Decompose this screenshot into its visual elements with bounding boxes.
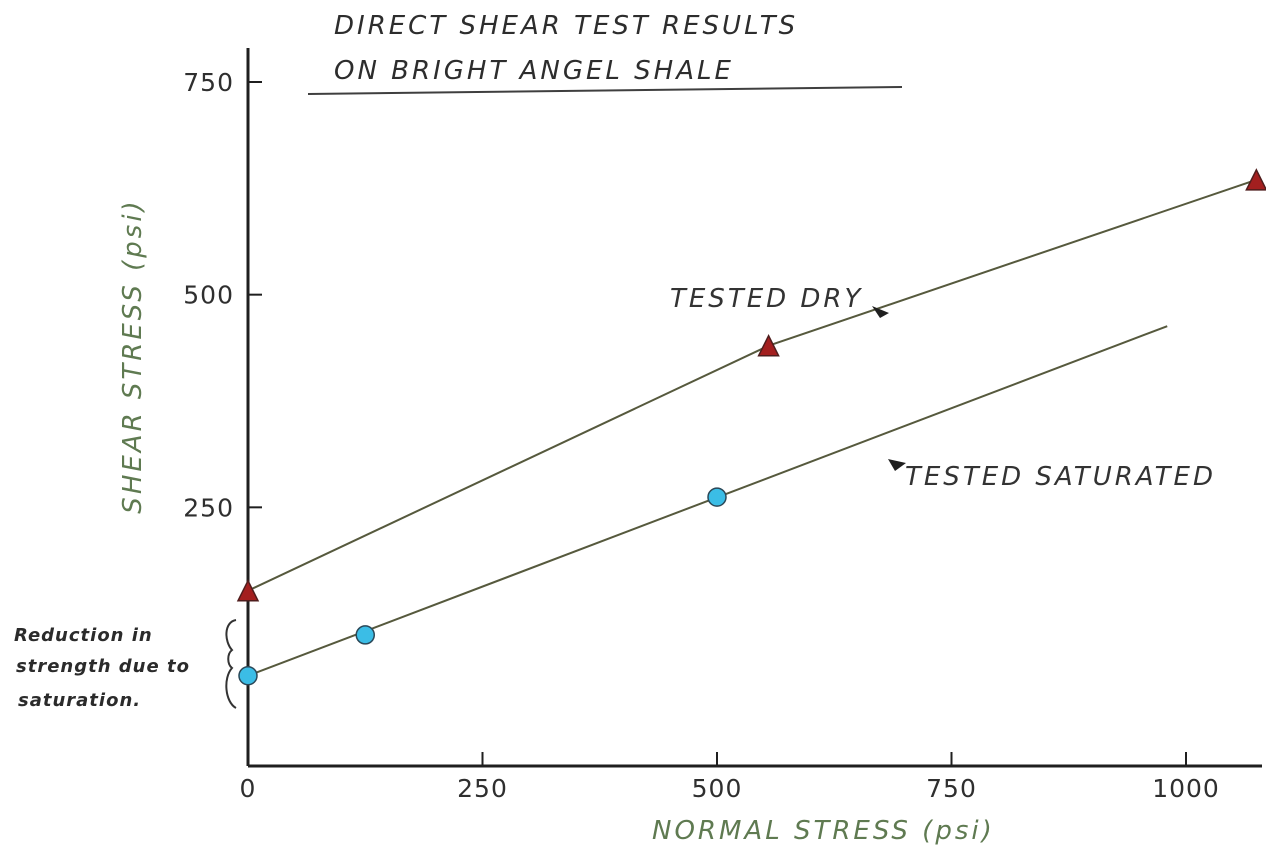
y-tick-label: 750 <box>183 68 234 97</box>
dry-series-line <box>247 178 1257 592</box>
series-label-saturated-group: TESTED SATURATED <box>888 459 1216 492</box>
reduction-annotation-line-2: strength due to <box>16 656 190 677</box>
reduction-annotation: Reduction in strength due to saturation. <box>14 619 237 711</box>
series-lines <box>247 178 1257 677</box>
saturated-series-line <box>247 325 1168 677</box>
dry-point-marker <box>236 579 260 602</box>
saturated-point-marker <box>707 487 727 507</box>
x-tick-label: 750 <box>926 774 977 803</box>
x-tick-label: 1000 <box>1152 774 1220 803</box>
series-markers <box>236 168 1266 686</box>
series-label-dry-group: TESTED DRY <box>670 284 889 318</box>
axes-layer <box>246 48 1262 768</box>
tick-layer: 0 250 500 750 1000 250 500 750 <box>183 68 1220 803</box>
y-axis-label: SHEAR STRESS (psi) <box>118 198 148 513</box>
x-tick-label: 0 <box>240 774 257 803</box>
title-underline <box>307 86 903 95</box>
reduction-annotation-line-1: Reduction in <box>14 625 153 646</box>
chart-title-line-2: ON BRIGHT ANGEL SHALE <box>334 56 734 86</box>
series-label-dry: TESTED DRY <box>670 284 863 314</box>
reduction-brace-icon <box>225 619 237 709</box>
y-tick-label: 500 <box>183 281 234 310</box>
dry-label-arrow-icon <box>872 306 889 318</box>
saturated-label-arrow-icon <box>888 459 906 471</box>
chart-title-line-1: DIRECT SHEAR TEST RESULTS <box>334 11 798 41</box>
dry-point-marker <box>757 334 780 357</box>
saturated-point-marker <box>355 625 375 645</box>
reduction-annotation-line-3: saturation. <box>18 690 141 711</box>
x-tick-label: 250 <box>457 774 508 803</box>
chart-title: DIRECT SHEAR TEST RESULTS ON BRIGHT ANGE… <box>307 11 903 95</box>
saturated-point-marker <box>238 666 258 686</box>
x-tick-label: 500 <box>692 774 743 803</box>
dry-point-marker <box>1245 168 1266 191</box>
x-axis-label: NORMAL STRESS (psi) <box>652 816 995 846</box>
series-label-saturated: TESTED SATURATED <box>905 462 1216 492</box>
y-tick-label: 250 <box>183 493 234 522</box>
